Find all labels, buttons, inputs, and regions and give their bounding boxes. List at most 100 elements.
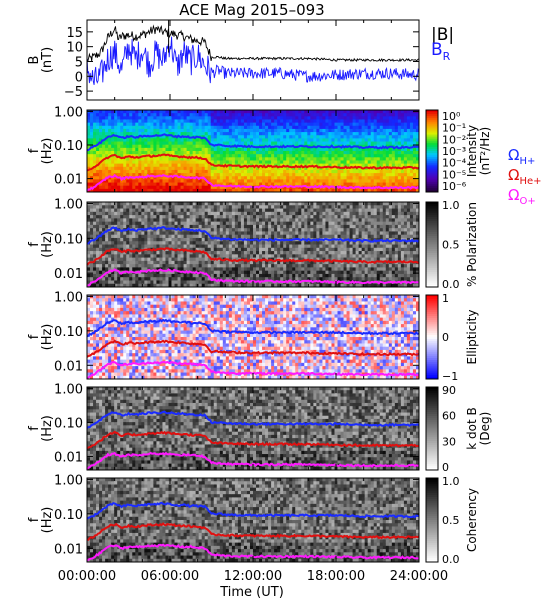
colorbar-tick-label: 10⁻⁶	[442, 180, 467, 193]
panel-5: 90 60 30 0 k dot B (Deg) 1.00 0.10 0.01 f(Hz)	[27, 382, 492, 474]
legend-omega-h-subscript: H+	[519, 156, 535, 167]
spectrogram	[87, 202, 420, 288]
y-axis-unit: (Hz)	[40, 507, 55, 534]
y-axis-label: f	[27, 148, 42, 153]
x-axis-label: Time (UT)	[219, 585, 284, 600]
colorbar-tick-label: 10⁰	[442, 110, 461, 123]
colorbar-tick-label: 10⁻³	[442, 145, 466, 158]
legend-omega-o-subscript: O+	[519, 196, 535, 207]
y-tick-label: 0.01	[54, 542, 83, 557]
panel-4: 1 0 −1 Ellipticity 1.00 0.10 0.01 f(Hz)	[27, 290, 479, 383]
y-tick-label: 0.01	[54, 267, 83, 282]
x-tick-label: 18:00:00	[307, 569, 365, 584]
y-tick-label: 0.10	[54, 325, 83, 340]
spectrogram	[87, 295, 420, 380]
y-tick-label: 0.10	[54, 139, 83, 154]
colorbar: 90 60 30 0 k dot B (Deg)	[425, 384, 492, 474]
legend-b-r-subscript: R	[443, 50, 451, 63]
x-tick-label: 00:00:00	[58, 569, 116, 584]
gyrofrequency-line-o-plus	[86, 451, 420, 470]
y-tick-label: 1.00	[54, 290, 83, 305]
gyrofrequency-line-he-plus	[86, 522, 420, 541]
y-axis-label: B	[27, 56, 42, 65]
gyrofrequency-line-h-plus	[86, 225, 420, 245]
y-tick-label: 0.01	[54, 450, 83, 465]
spectrogram	[87, 110, 420, 193]
y-axis-label: f	[27, 242, 42, 247]
figure-title: ACE Mag 2015–093	[179, 1, 324, 19]
colorbar-frame	[425, 294, 439, 380]
colorbar-tick-label: 1.0	[442, 199, 460, 212]
colorbar-tick-label: 1	[442, 292, 449, 305]
y-axis-unit: (Hz)	[40, 138, 55, 165]
x-tick-label: 24:00:00	[390, 569, 448, 584]
colorbar: 1 0 −1 Ellipticity	[425, 292, 479, 383]
colorbar-tick-label: 30	[442, 435, 456, 448]
y-tick-label: 1.00	[54, 382, 83, 397]
colorbar: 1.0 0.5 0.0 % Polarization	[425, 199, 479, 291]
panels: 151050−5B(nT)10⁰10⁻¹10⁻²10⁻³10⁻⁴10⁻⁵10⁻⁶…	[27, 19, 492, 566]
legend-b-total: |B|	[431, 25, 454, 45]
colorbar-tick-label: 0.0	[442, 553, 460, 566]
colorbar-frame	[425, 201, 439, 288]
legend-omega-h: ΩH+	[508, 146, 535, 167]
time-axis: 00:00:00 06:00:00 12:00:00 18:00:00 24:00:00	[58, 569, 448, 584]
series-line-b-r	[86, 36, 420, 86]
colorbar-tick-label: 10⁻¹	[442, 122, 466, 135]
panel-3: 1.0 0.5 0.0 % Polarization 1.00 0.10 0.01 f(Hz)	[27, 197, 479, 291]
gyrofrequency-line-h-plus	[86, 318, 420, 338]
colorbar: 1.0 0.5 0.0 Coherency	[425, 475, 479, 566]
legend-omega-he: ΩHe+	[508, 166, 542, 187]
x-tick-label: 12:00:00	[224, 569, 282, 584]
colorbar-tick-label: 10⁻⁴	[442, 157, 467, 170]
y-tick-label: 0.10	[54, 416, 83, 431]
colorbar-label: Ellipticity	[465, 310, 479, 365]
colorbar-frame	[425, 386, 439, 471]
gyrofrequency-line-he-plus	[86, 153, 420, 172]
colorbar-unit: (nT²/Hz)	[478, 127, 492, 175]
colorbar-tick-label: 0	[442, 461, 449, 474]
spectrogram	[87, 387, 420, 471]
gyrofrequency-line-h-plus	[86, 133, 420, 152]
gyrofrequency-line-he-plus	[86, 430, 420, 449]
colorbar-tick-label: 0	[442, 331, 449, 344]
colorbar-tick-label: 0.0	[442, 278, 460, 291]
colorbar-tick-label: 10⁻⁵	[442, 168, 466, 181]
colorbar-tick-label: 10⁻²	[442, 133, 466, 146]
y-tick-label: 0.01	[54, 173, 83, 188]
y-axis-label: f	[27, 426, 42, 431]
y-tick-label: 5	[75, 55, 83, 70]
x-tick-label: 06:00:00	[141, 569, 199, 584]
y-axis-unit: (Hz)	[40, 415, 55, 442]
gyrofrequency-line-he-plus	[86, 247, 420, 266]
y-tick-label: 1.00	[54, 197, 83, 212]
legend-omega-he-subscript: He+	[519, 176, 541, 187]
colorbar-unit: (Deg)	[478, 412, 492, 446]
y-tick-label: −5	[64, 85, 83, 100]
y-tick-label: 1.00	[54, 105, 83, 120]
y-tick-label: 0.10	[54, 232, 83, 247]
y-tick-label: 0.01	[54, 359, 83, 374]
y-axis-unit: (Hz)	[40, 324, 55, 351]
colorbar-label: k dot B	[465, 407, 479, 449]
y-tick-label: 0.10	[54, 508, 83, 523]
y-axis-label: f	[27, 517, 42, 522]
y-tick-label: 1.00	[54, 473, 83, 488]
y-axis-unit: (nT)	[40, 47, 55, 73]
y-axis-label: f	[27, 334, 42, 339]
panel-6: 1.0 0.5 0.0 Coherency 1.00 0.10 0.01 f(Hz)	[27, 473, 479, 566]
colorbar-frame	[425, 109, 439, 193]
y-tick-label: 10	[66, 41, 83, 56]
legend-b-r: BR	[431, 40, 451, 63]
series-line-b-total	[86, 24, 420, 63]
colorbar-tick-label: 60	[442, 410, 456, 423]
gyrofrequency-line-h-plus	[86, 410, 420, 429]
colorbar-label: Coherency	[465, 488, 479, 552]
y-tick-label: 0	[75, 70, 83, 85]
colorbar-frame	[425, 477, 439, 563]
y-tick-label: 15	[66, 26, 83, 41]
colorbar-tick-label: 0.5	[442, 239, 460, 252]
